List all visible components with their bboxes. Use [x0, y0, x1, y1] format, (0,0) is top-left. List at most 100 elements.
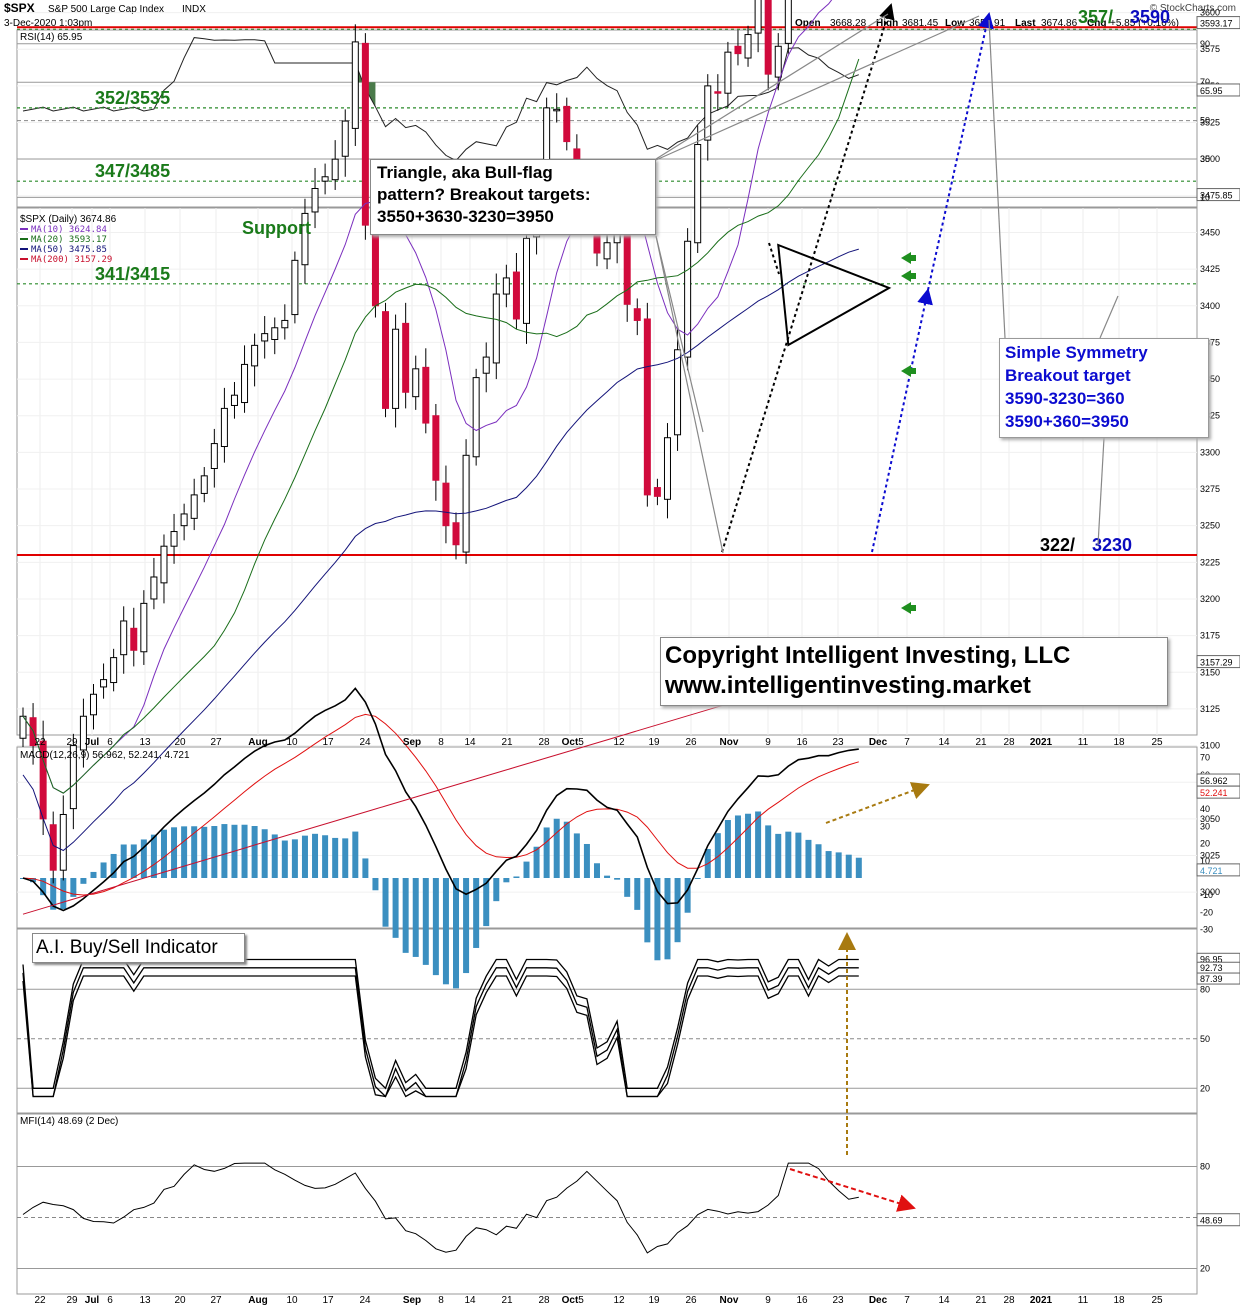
level-label-value: 3590 — [1130, 7, 1170, 27]
x-tick-label: 5 — [578, 1295, 584, 1306]
ma50-line — [22, 248, 859, 852]
macd-histogram-bar — [100, 862, 107, 878]
candle-body — [210, 443, 218, 470]
macd-histogram-bar — [553, 818, 560, 878]
high-value: 3681.45 — [902, 18, 939, 29]
macd-histogram-bar — [312, 833, 319, 878]
candle-body — [442, 482, 450, 527]
macd-histogram-bar — [463, 878, 470, 974]
level-label-prefix: 357/ — [1078, 7, 1113, 27]
macd-histogram-bar — [785, 831, 792, 878]
candle-body — [402, 322, 410, 393]
x-tick-label: 2021 — [1030, 737, 1053, 748]
x-tick-label: 18 — [1113, 737, 1125, 748]
x-tick-label: Nov — [720, 1295, 739, 1306]
candle-body — [643, 318, 651, 496]
x-tick-label: Aug — [248, 1295, 267, 1306]
callout-pointer — [655, 235, 724, 554]
macd-signal-line — [22, 713, 859, 896]
price-marker-label: 3157.29 — [1200, 658, 1233, 668]
rsi-line — [22, 37, 859, 162]
low-label: Low — [945, 18, 965, 29]
price-marker-label: 3475.85 — [1200, 191, 1233, 201]
rsi-tick-label: 10 — [1200, 192, 1210, 202]
candle-body — [452, 522, 460, 546]
candle-body — [724, 51, 732, 94]
macd-histogram-bar — [684, 878, 691, 913]
macd-histogram-bar — [412, 878, 419, 957]
macd-histogram-bar — [362, 858, 369, 878]
price-tick-label: 3250 — [1200, 521, 1220, 531]
ma10-line — [22, 0, 833, 794]
annotation-layer: 364/ 3645357/3590352/3535347/3485341/341… — [95, 3, 1170, 1212]
x-tick-label: 22 — [34, 1295, 46, 1306]
macd-histogram-bar — [261, 829, 268, 878]
macd-tick-label: 10 — [1200, 856, 1210, 866]
macd-line — [22, 687, 859, 912]
macd-histogram-bar — [583, 843, 590, 878]
macd-histogram-bar — [825, 851, 832, 878]
x-tick-label: 26 — [685, 737, 697, 748]
macd-histogram-bar — [714, 833, 721, 878]
x-tick-label: 27 — [210, 737, 222, 748]
price-tick-label: 3575 — [1200, 44, 1220, 54]
macd-histogram-bar — [181, 826, 188, 878]
green-pointer-arrow — [901, 270, 916, 282]
x-tick-label: 14 — [938, 737, 950, 748]
callout-pointer — [1099, 295, 1119, 339]
chart-header: $SPX S&P 500 Large Cap Index INDX 3-Dec-… — [4, 1, 1236, 29]
candle-body — [774, 45, 782, 78]
legend-label: MA(20) 3593.17 — [31, 235, 107, 245]
price-layer — [17, 0, 1197, 915]
x-tick-label: 10 — [286, 737, 298, 748]
macd-histogram-bar — [221, 824, 228, 878]
macd-histogram-bar — [593, 863, 600, 878]
x-tick-label: 12 — [613, 1295, 625, 1306]
ai-tick-label: 20 — [1200, 1083, 1210, 1093]
candle-body — [89, 693, 97, 716]
macd-tick-label: 30 — [1200, 821, 1210, 831]
macd-histogram-bar — [342, 838, 349, 878]
candle-body — [341, 120, 349, 157]
macd-marker-box — [1196, 863, 1240, 877]
ai-tick-label: 50 — [1200, 1034, 1210, 1044]
candle-body — [261, 333, 269, 342]
candle-body — [180, 513, 188, 527]
price-marker-box — [1196, 188, 1240, 202]
candle-body — [301, 212, 309, 266]
macd-marker-box — [1196, 785, 1240, 799]
x-tick-label: 14 — [464, 1295, 476, 1306]
macd-histogram-bar — [30, 878, 37, 883]
macd-histogram-bar — [775, 833, 782, 878]
x-tick-label: 22 — [34, 737, 46, 748]
mfi-panel — [16, 1113, 1198, 1295]
macd-histogram-bar — [110, 853, 117, 878]
price-tick-label: 3350 — [1200, 374, 1220, 384]
high-label: High — [876, 18, 898, 29]
price-tick-label: 3400 — [1200, 301, 1220, 311]
x-tick-label: 16 — [796, 737, 808, 748]
macd-histogram-bar — [734, 815, 741, 878]
candle-body — [120, 620, 128, 656]
price-tick-label: 3300 — [1200, 447, 1220, 457]
ai-marker-label: 92.73 — [1200, 963, 1223, 973]
mfi-marker-label: 48.69 — [1200, 1216, 1223, 1226]
macd-histogram-bar — [664, 878, 671, 960]
candle-body — [190, 494, 198, 519]
candle-body — [230, 394, 238, 406]
candle-body — [291, 259, 299, 316]
candle-body — [382, 311, 390, 409]
macd-histogram-bar — [805, 839, 812, 878]
price-tick-label: 3500 — [1200, 154, 1220, 164]
price-tick-label: 3175 — [1200, 631, 1220, 641]
x-tick-label: 29 — [66, 1295, 78, 1306]
price-tick-label: 3425 — [1200, 264, 1220, 274]
mfi-tick-label: 80 — [1200, 1162, 1210, 1172]
callout-pointer — [655, 15, 980, 161]
macd-histogram-bar — [402, 878, 409, 953]
price-tick-label: 3150 — [1200, 667, 1220, 677]
axis-layer: 22 22 29 29 Jul Jul 6 6 13 13 20 20 27 27 Aug Aug 10 10 17… — [34, 8, 1240, 1306]
macd-histogram-bar — [765, 825, 772, 878]
candle-body — [764, 0, 772, 75]
price-tick-label: 3600 — [1200, 8, 1220, 18]
